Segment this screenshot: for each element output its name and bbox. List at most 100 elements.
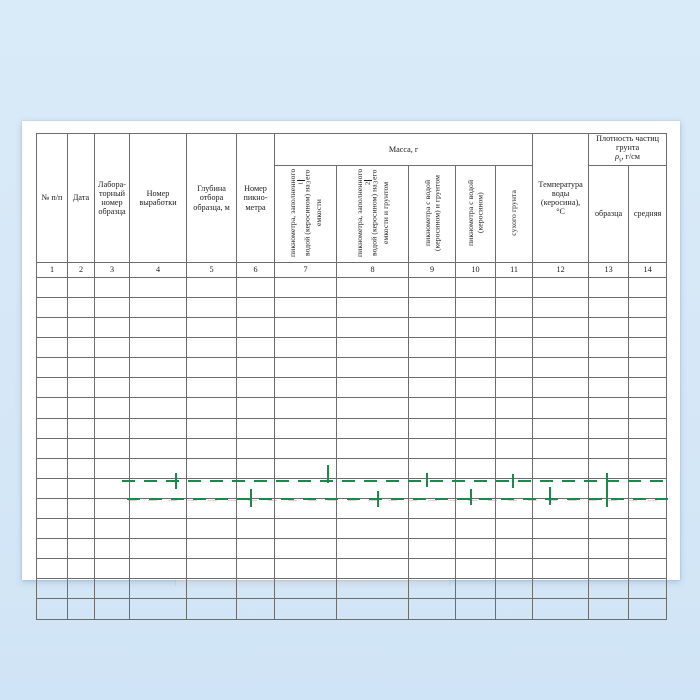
table-cell: [494, 417, 534, 439]
table-cell: [588, 337, 630, 359]
density-symbol-sub: s: [619, 158, 622, 165]
table-cell: [67, 497, 95, 520]
table-cell: [408, 276, 456, 299]
table-cell: [532, 598, 590, 620]
column-number-9: 9: [408, 261, 456, 278]
table-cell: [494, 337, 534, 359]
table-cell: [129, 518, 187, 540]
table-cell: [408, 397, 456, 419]
table-cell: [236, 457, 275, 479]
header-cell-7: пикнометра, заполненного водой (керосино…: [274, 164, 337, 263]
table-cell: [532, 538, 590, 560]
table-cell: [274, 477, 337, 499]
table-cell: [532, 558, 590, 580]
table-cell: [455, 578, 496, 600]
table-row: [36, 417, 668, 439]
table-row: [36, 276, 668, 299]
table-cell: [455, 397, 496, 419]
table-cell: [186, 518, 237, 540]
table-cell: [186, 538, 237, 560]
table-cell: [236, 337, 275, 359]
header-group-density: Плотность частиц грунта ρs, г/см: [588, 133, 668, 166]
table-cell: [236, 417, 275, 439]
table-cell: [236, 297, 275, 319]
table-cell: [129, 457, 187, 479]
table-cell: [129, 538, 187, 560]
table-cell: [455, 317, 496, 339]
table-cell: [36, 578, 68, 600]
table-cell: [274, 317, 337, 339]
table-cell: [628, 558, 668, 580]
table-cell: [532, 417, 590, 439]
header-label-mass-dry-soil: сухого грунта: [509, 189, 519, 236]
table-cell: [588, 317, 630, 339]
table-cell: [455, 337, 496, 359]
header-label-mass-pycn-water-2-3-soil: пикнометра, заполненного водой (керосино…: [355, 168, 390, 257]
header-group-massa: Масса, г: [273, 133, 534, 166]
table-row: [36, 457, 668, 479]
header-label-pycnometer-no-l2: пикно-: [243, 193, 268, 203]
column-number-2: 2: [67, 261, 95, 278]
document-page: № п/п Дата Лабора- торный номер образца …: [22, 121, 680, 620]
table-cell: [36, 598, 68, 620]
table-cell: [588, 397, 630, 419]
table-cell: [628, 297, 668, 319]
table-cell: [274, 497, 337, 520]
density-units: , г/см: [621, 152, 640, 162]
column-number-5: 5: [186, 261, 237, 278]
header-cell-12: Температура воды (керосина), °С: [532, 133, 590, 263]
header-cell-10: пикнометра с водой (керосином): [455, 164, 496, 263]
table-cell: [336, 397, 409, 419]
table-cell: [94, 317, 130, 339]
table-cell: [588, 457, 630, 479]
table-cell: [455, 477, 496, 499]
table-cell: [236, 377, 275, 399]
table-cell: [408, 357, 456, 379]
table-cell: [67, 518, 95, 540]
table-cell: [94, 457, 130, 479]
header-label-lab-number-l1: Лабора-: [98, 179, 126, 189]
table-cell: [532, 397, 590, 419]
table-cell: [628, 457, 668, 479]
table-cell: [494, 457, 534, 479]
table-cell: [129, 578, 187, 600]
table-cell: [129, 598, 187, 620]
table-cell: [129, 397, 187, 419]
table-cell: [588, 357, 630, 379]
table-subheader-row: пикнометра, заполненного водой (керосино…: [37, 164, 668, 263]
table-row: [36, 497, 668, 520]
table-cell: [236, 437, 275, 459]
table-cell: [408, 578, 456, 600]
table-cell: [408, 598, 456, 620]
table-cell: [236, 598, 275, 620]
column-number-8: 8: [336, 261, 409, 278]
table-cell: [408, 538, 456, 560]
table-cell: [532, 317, 590, 339]
table-cell: [494, 578, 534, 600]
column-number-10: 10: [455, 261, 496, 278]
table-cell: [628, 518, 668, 540]
column-number-13: 13: [588, 261, 630, 278]
table-cell: [274, 417, 337, 439]
table-cell: [494, 317, 534, 339]
table-cell: [274, 276, 337, 299]
table-cell: [494, 297, 534, 319]
table-cell: [628, 578, 668, 600]
table-column-number-row: 1 2 3 4 5 6 7 8 9 10 11 12 13 14: [36, 261, 668, 278]
column-number-11: 11: [494, 261, 534, 278]
table-cell: [36, 558, 68, 580]
table-cell: [36, 377, 68, 399]
table-cell: [532, 337, 590, 359]
table-cell: [36, 417, 68, 439]
table-cell: [532, 357, 590, 379]
table-cell: [588, 437, 630, 459]
table-cell: [186, 497, 237, 520]
header-label-lab-number-l2: торный: [99, 188, 125, 198]
table-row: [36, 578, 668, 600]
table-cell: [628, 477, 668, 499]
table-row: [36, 317, 668, 339]
table-cell: [236, 578, 275, 600]
